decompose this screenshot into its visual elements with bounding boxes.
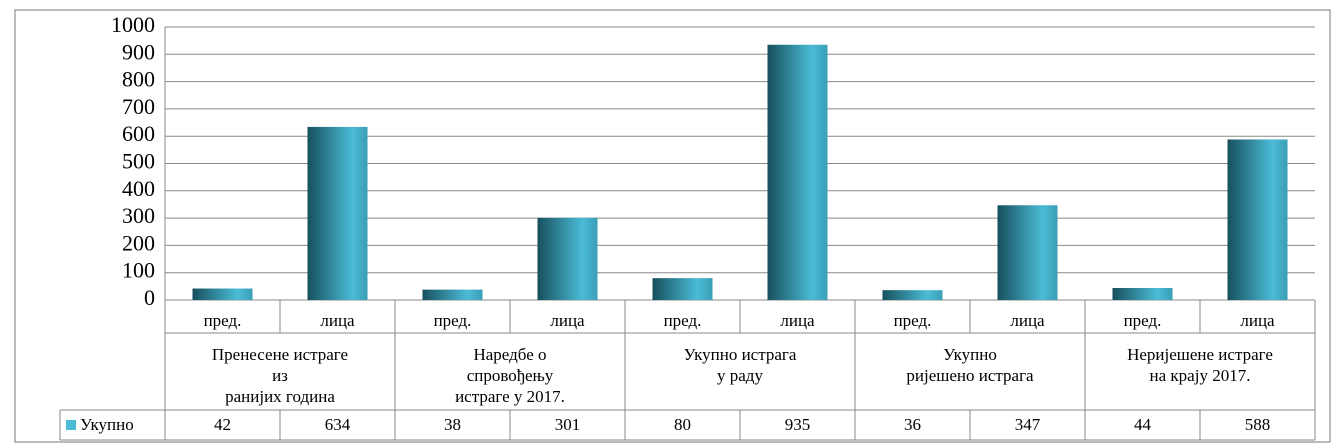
bar (1227, 139, 1288, 300)
chart-frame (14, 9, 1331, 443)
x-tick-label: пред. (894, 311, 932, 330)
y-tick-label: 600 (122, 121, 155, 146)
legend-label: Укупно (80, 415, 134, 434)
value-cell: 347 (1015, 415, 1041, 434)
x-tick-label: лица (780, 311, 815, 330)
bar (537, 217, 598, 300)
group-label: из (272, 366, 288, 385)
value-cell: 935 (785, 415, 811, 434)
group-label: спровођењу (467, 366, 554, 385)
value-cell: 634 (325, 415, 351, 434)
x-tick-label: лица (320, 311, 355, 330)
value-cell: 301 (555, 415, 581, 434)
group-label: у раду (717, 366, 763, 385)
bar (652, 278, 713, 300)
value-cell: 38 (444, 415, 461, 434)
y-tick-label: 0 (144, 285, 155, 310)
value-cell: 588 (1245, 415, 1271, 434)
x-tick-label: пред. (664, 311, 702, 330)
y-tick-label: 300 (122, 203, 155, 228)
value-cell: 42 (214, 415, 231, 434)
group-label: Наредбе о (473, 345, 546, 364)
x-tick-label: пред. (204, 311, 242, 330)
y-tick-label: 500 (122, 149, 155, 174)
x-tick-label: пред. (1124, 311, 1162, 330)
group-label: истраге у 2017. (455, 387, 565, 406)
x-tick-label: пред. (434, 311, 472, 330)
y-tick-label: 100 (122, 258, 155, 283)
y-tick-label: 800 (122, 67, 155, 92)
value-cell: 36 (904, 415, 921, 434)
y-tick-label: 1000 (111, 12, 155, 37)
bar (192, 288, 253, 300)
bar (307, 126, 368, 300)
bar (767, 44, 828, 301)
group-label: на крају 2017. (1150, 366, 1251, 385)
group-label: Укупно (943, 345, 997, 364)
value-cell: 80 (674, 415, 691, 434)
group-label: Укупно истрага (684, 345, 797, 364)
bar (882, 290, 943, 300)
group-label: Неријешене истраге (1127, 345, 1273, 364)
group-label: ријешено истрага (906, 366, 1034, 385)
x-tick-label: лица (1240, 311, 1275, 330)
x-tick-label: лица (1010, 311, 1045, 330)
y-tick-label: 900 (122, 39, 155, 64)
value-cell: 44 (1134, 415, 1152, 434)
bar (1112, 287, 1173, 300)
bar (997, 205, 1058, 300)
y-tick-label: 200 (122, 230, 155, 255)
bar (422, 289, 483, 300)
group-label: ранијих година (225, 387, 335, 406)
legend-swatch (66, 420, 76, 430)
y-tick-label: 400 (122, 176, 155, 201)
group-label: Пренесене истраге (212, 345, 348, 364)
y-tick-label: 700 (122, 94, 155, 119)
x-tick-label: лица (550, 311, 585, 330)
